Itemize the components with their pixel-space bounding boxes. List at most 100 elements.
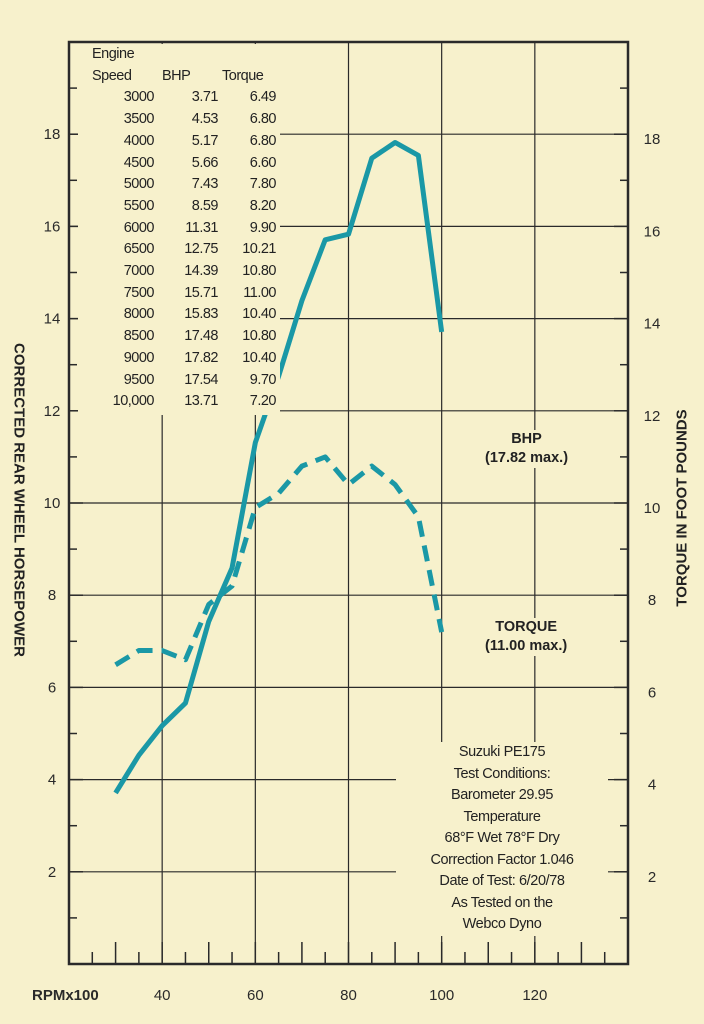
table-cell-torque: 10.80 [242,328,276,345]
y-tick-label-right: 2 [648,869,656,886]
y-tick-label-left: 8 [48,587,56,604]
table-cell-bhp: 3.71 [191,89,219,106]
y-tick-label-left: 18 [44,126,61,143]
table-cell-torque: 10.80 [242,263,276,280]
table-row: 8500 17.48 10.80 [82,326,277,348]
table-cell-torque: 9.90 [249,219,277,236]
y-tick-label-right: 10 [644,500,661,517]
series-line-torque [114,454,445,667]
table-cell-bhp: 17.82 [184,349,218,366]
table-row: 4000 5.17 6.80 [82,131,277,153]
y-tick-label-right: 4 [648,777,656,794]
data-table: Engine Speed BHP Torque 3000 3.71 6.49 3500… [78,44,280,415]
y-axis-title-left: CORRECTED REAR WHEEL HORSEPOWER [10,343,28,657]
table-cell-torque: 7.20 [249,393,277,410]
table-cell-bhp: 5.66 [191,154,219,171]
table-row: 7500 15.71 11.00 [82,283,277,305]
table-cell-speed: 5500 [123,197,155,214]
y-tick-label-left: 10 [44,495,61,512]
test-note-line: Barometer 29.95 [450,787,553,803]
x-axis-title: RPMx100 [32,987,99,1004]
table-row: 9000 17.82 10.40 [82,348,277,370]
y-tick-label-right: 14 [644,316,661,333]
y-tick-label-right: 8 [648,592,656,609]
table-cell-torque: 6.60 [249,154,277,171]
table-row: 8000 15.83 10.40 [82,304,277,326]
x-tick-label: 60 [247,987,264,1004]
test-note-line: Suzuki PE175 [458,744,546,760]
y-tick-label-left: 4 [48,772,56,789]
y-tick-label-right: 6 [648,684,656,701]
table-cell-torque: 7.80 [249,176,277,193]
bhp-max: (17.82 max.) [485,450,569,466]
table-cell-speed: 4500 [123,154,155,171]
table-cell-torque: 6.80 [249,132,277,149]
table-row: 7000 14.39 10.80 [82,261,277,283]
table-cell-speed: 9000 [123,349,155,366]
table-row: 5000 7.43 7.80 [82,174,277,196]
table-cell-speed: 3000 [123,89,155,106]
table-cell-bhp: 17.48 [184,328,218,345]
y-tick-label-left: 6 [48,679,56,696]
table-row: 10,000 13.71 7.20 [82,391,277,413]
table-cell-torque: 6.80 [249,111,277,128]
torque-max: (11.00 max.) [485,638,568,654]
bhp-label: BHP [511,431,542,447]
y-tick-label-left: 16 [44,218,61,235]
table-cell-speed: 3500 [123,111,155,128]
table-cell-torque: 8.20 [249,197,277,214]
test-conditions: Suzuki PE175 Test Conditions: Barometer 29… [396,742,608,936]
table-cell-speed: 9500 [123,371,155,388]
table-row: 3000 3.71 6.49 [82,87,277,109]
y-tick-label-right: 16 [644,223,661,240]
test-note-line: As Tested on the [451,894,553,911]
test-note-line: Test Conditions: [453,765,551,782]
table-cell-bhp: 12.75 [184,241,218,258]
table-row: 9500 17.54 9.70 [82,370,277,392]
table-header-torque: Torque [222,67,264,84]
test-note-line: Webco Dyno [462,916,542,932]
table-cell-speed: 7000 [123,263,155,280]
table-cell-torque: 10.40 [242,306,276,323]
table-cell-speed: 8500 [123,328,155,345]
torque-annotation: TORQUE (11.00 max.) [482,618,571,656]
table-cell-bhp: 11.31 [185,219,218,236]
table-row: 5500 8.59 8.20 [82,196,277,218]
y-tick-label-left: 2 [48,864,56,881]
table-header-engine: Engine [92,46,135,62]
y-axis-title-right: TORQUE IN FOOT POUNDS [673,409,691,607]
table-cell-torque: 9.70 [249,371,277,388]
table-cell-speed: 7500 [123,284,155,301]
table-cell-bhp: 14.39 [184,263,218,280]
bhp-annotation: BHP (17.82 max.) [482,430,572,468]
table-row: 6500 12.75 10.21 [82,239,277,261]
table-cell-bhp: 13.71 [184,393,218,410]
table-cell-bhp: 8.59 [191,197,219,214]
x-tick-label: 80 [340,987,357,1004]
y-tick-label-right: 18 [644,131,661,148]
table-cell-torque: 10.40 [242,349,276,366]
test-note-line: 68°F Wet 78°F Dry [444,830,560,846]
y-tick-label-left: 12 [44,403,61,420]
table-cell-bhp: 17.54 [184,371,218,388]
table-cell-speed: 4000 [123,132,155,149]
table-cell-speed: 10,000 [112,393,155,410]
table-cell-bhp: 4.53 [191,111,219,128]
table-cell-torque: 11.00 [243,284,276,301]
table-cell-bhp: 15.71 [184,284,218,301]
y-tick-label-right: 12 [644,408,661,425]
test-note-line: Temperature [463,808,541,825]
x-tick-label: 120 [522,987,547,1004]
y-tick-label-left: 14 [44,311,61,328]
torque-label: TORQUE [495,619,557,635]
table-cell-torque: 10.21 [242,241,276,258]
x-tick-label: 40 [154,987,171,1004]
table-row: 6000 11.31 9.90 [82,218,277,240]
table-header-speed: Speed [92,67,132,84]
table-cell-speed: 6500 [123,241,155,258]
x-tick-label: 100 [429,987,454,1004]
table-cell-speed: 5000 [123,176,155,193]
test-note-line: Correction Factor 1.046 [430,851,574,868]
test-note-line: Date of Test: 6/20/78 [439,873,565,889]
table-row: 3500 4.53 6.80 [82,109,277,131]
